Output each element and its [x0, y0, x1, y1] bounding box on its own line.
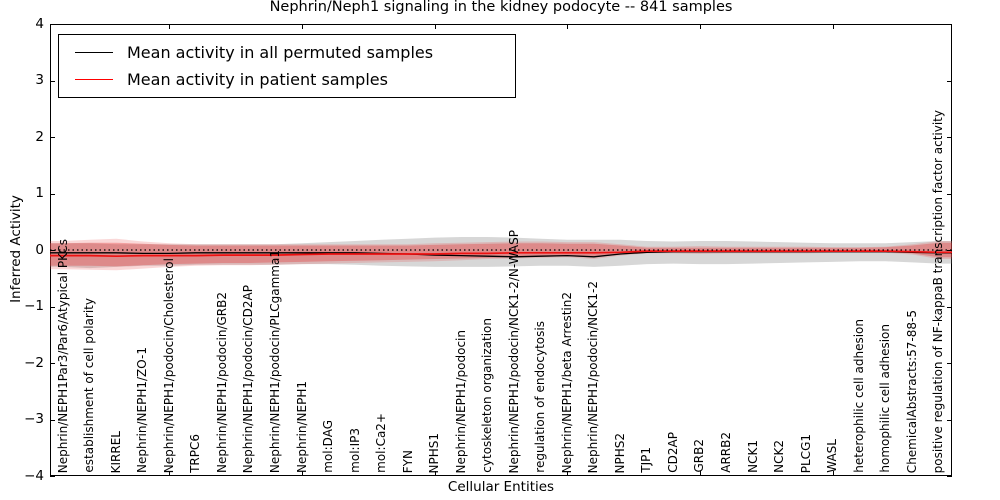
x-tick-label: mol:IP3 [347, 428, 362, 473]
x-tick-label: GRB2 [692, 439, 707, 473]
x-tick-label: heterophilic cell adhesion [851, 319, 866, 473]
tick-mark [169, 24, 171, 29]
tick-mark [947, 137, 952, 138]
tick-mark [567, 24, 569, 29]
x-tick-label: KIRREL [108, 430, 123, 473]
chart-canvas [50, 237, 952, 271]
x-tick-label: PLCG1 [798, 433, 813, 473]
y-tick-label: −2 [24, 354, 44, 371]
tick-mark [699, 471, 701, 476]
y-tick-label: −4 [24, 467, 44, 484]
series-line-1 [50, 250, 952, 258]
x-tick-label: ARRB2 [719, 432, 733, 473]
x-tick-label: Nephrin/NEPH1/podocin/NCK1-2/N-WASP [506, 229, 521, 473]
x-tick-label: establishment of cell polarity [82, 298, 97, 473]
tick-mark [50, 250, 55, 251]
x-tick-label: Nephrin/NEPH1/podocin/CD2AP [241, 284, 256, 473]
y-tick-label: 2 [35, 128, 44, 145]
legend-label: Mean activity in all permuted samples [127, 43, 434, 62]
tick-mark [50, 476, 55, 477]
y-tick-label: 4 [35, 15, 44, 32]
tick-mark [947, 250, 952, 251]
tick-mark [947, 306, 952, 308]
x-tick-label: CD2AP [665, 432, 680, 473]
tick-mark [50, 419, 55, 421]
tick-mark [699, 24, 701, 29]
x-tick-label: Nephrin/NEPH1/podocin/Cholesterol [161, 257, 176, 473]
legend-label: Mean activity in patient samples [127, 70, 388, 89]
x-tick-label: NPHS2 [612, 432, 627, 474]
tick-mark [50, 24, 55, 25]
y-tick-label: 3 [35, 72, 44, 88]
tick-mark [947, 193, 952, 195]
x-tick-label: Nephrin/NEPH1/podocin/NCK1-2 [586, 280, 601, 473]
x-tick-label: Nephrin/NEPH1Par3/Par6/Atypical PKCs [55, 238, 70, 473]
tick-mark [50, 137, 55, 138]
tick-mark [832, 24, 834, 29]
y-tick-label: −3 [24, 411, 44, 427]
tick-mark [947, 80, 952, 82]
x-tick-label: Nephrin/NEPH1 [294, 381, 309, 473]
tick-mark [50, 80, 55, 82]
tick-mark [434, 471, 436, 476]
tick-mark [50, 363, 55, 364]
band-patient-samples-range-inner [50, 242, 952, 267]
x-tick-label: Nephrin/NEPH1/ZO-1 [135, 347, 150, 473]
legend-item-permuted: Mean activity in all permuted samples [59, 40, 515, 66]
tick-mark [434, 24, 436, 29]
x-tick-label: Nephrin/NEPH1/podocin/GRB2 [214, 292, 229, 473]
x-tick-label: ChemicalAbstracts:57-88-5 [904, 309, 919, 473]
x-tick-label: TJP1 [639, 447, 654, 473]
tick-mark [947, 363, 952, 364]
y-tick-label: 1 [35, 185, 44, 201]
tick-mark [50, 193, 55, 195]
x-tick-label: WASL [825, 439, 840, 473]
legend-item-patient: Mean activity in patient samples [59, 67, 515, 93]
x-tick-label: mol:Ca2+ [374, 413, 389, 473]
band-patient-samples-range-outer [50, 238, 952, 271]
x-tick-label: Nephrin/NEPH1/podocin/PLCgamma1 [268, 249, 282, 473]
x-tick-label: TRPC6 [188, 434, 203, 473]
tick-mark [947, 24, 952, 25]
x-tick-label: regulation of endocytosis [533, 321, 548, 473]
tick-mark [50, 306, 55, 308]
x-axis-label: Cellular Entities [447, 479, 555, 495]
tick-mark [947, 476, 952, 477]
tick-mark [567, 471, 569, 476]
tick-mark [832, 471, 834, 476]
tick-mark [169, 471, 171, 476]
legend-line-red [75, 79, 113, 80]
x-tick-label: cytoskeleton organization [480, 318, 495, 473]
x-tick-label: NCK1 [745, 440, 760, 473]
x-tick-label: Nephrin/NEPH1/beta Arrestin2 [559, 291, 574, 473]
tick-mark [302, 24, 304, 29]
y-tick-label: 0 [35, 241, 44, 258]
x-tick-label: mol:DAG [321, 420, 336, 473]
x-tick-label: homophilic cell adhesion [878, 324, 893, 473]
tick-mark [302, 471, 304, 476]
chart-title: Nephrin/Neph1 signaling in the kidney po… [269, 0, 733, 15]
x-tick-label: positive regulation of NF-kappaB transcr… [931, 109, 946, 473]
x-tick-label: FYN [400, 449, 415, 473]
x-tick-label: NCK2 [772, 440, 787, 473]
x-tick-label: NPHS1 [427, 432, 442, 474]
legend: Mean activity in all permuted samples Me… [58, 34, 516, 98]
x-tick-label: Nephrin/NEPH1/podocin [453, 329, 468, 473]
y-tick-label: −1 [24, 298, 44, 314]
legend-line-black [75, 52, 113, 53]
tick-mark [947, 419, 952, 421]
